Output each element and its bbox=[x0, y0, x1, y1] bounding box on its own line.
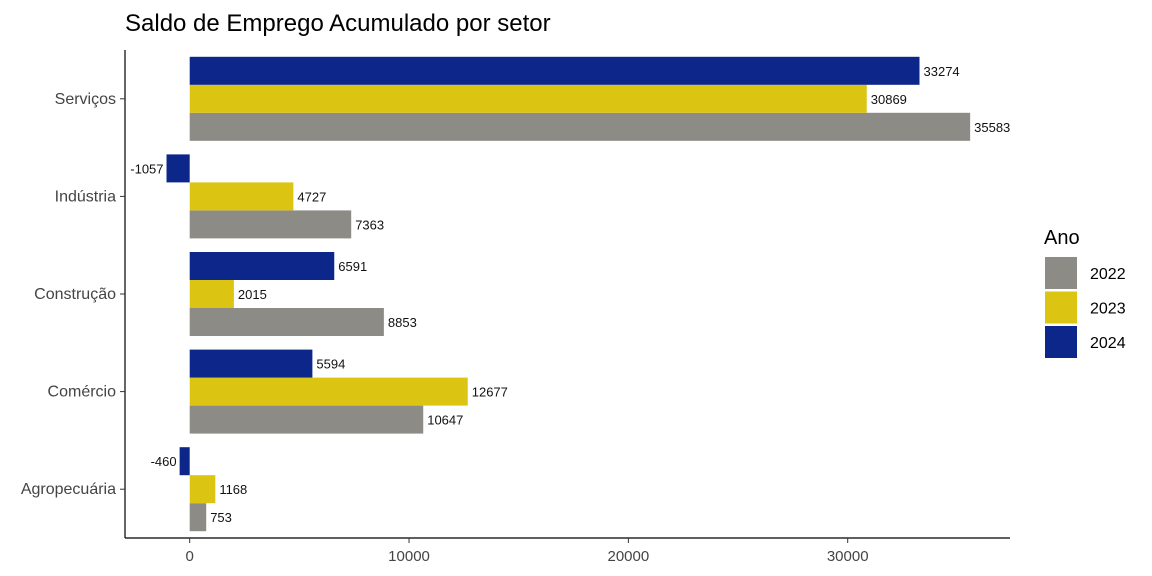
bar bbox=[189, 349, 313, 378]
legend-title: Ano bbox=[1044, 227, 1080, 249]
bar bbox=[189, 308, 384, 336]
x-tick-label: 0 bbox=[186, 548, 194, 565]
bars-layer: 35583 30869 33274 7363 4727 -1057 8853 2015 6591… bbox=[130, 56, 1010, 532]
bar bbox=[189, 475, 216, 504]
bar bbox=[166, 154, 190, 183]
x-tick-label: 30000 bbox=[827, 548, 869, 565]
bar-value-label: 7363 bbox=[355, 217, 384, 232]
bar bbox=[189, 182, 294, 211]
bar-value-label: 2015 bbox=[238, 287, 267, 302]
chart-title: Saldo de Emprego Acumulado por setor bbox=[125, 10, 551, 37]
bar bbox=[189, 405, 424, 434]
legend-swatch bbox=[1045, 326, 1077, 358]
x-tick-label: 20000 bbox=[608, 548, 650, 565]
bar-value-label: 10647 bbox=[427, 413, 463, 428]
bar bbox=[189, 84, 867, 113]
legend-item-label: 2022 bbox=[1090, 266, 1126, 283]
bar bbox=[189, 503, 207, 532]
bar-value-label: 4727 bbox=[297, 189, 326, 204]
bar-value-label: 753 bbox=[210, 510, 232, 525]
bar bbox=[189, 280, 234, 308]
bar bbox=[189, 210, 352, 239]
category-label: Comércio bbox=[48, 384, 117, 401]
bar-value-label: 6591 bbox=[338, 259, 367, 274]
bar-value-label: 35583 bbox=[974, 120, 1010, 135]
bar-value-label: 33274 bbox=[924, 64, 960, 79]
bar-value-label: 1168 bbox=[219, 482, 247, 497]
bar-value-label: 5594 bbox=[316, 357, 345, 372]
bar-value-label: -460 bbox=[151, 454, 177, 469]
bar bbox=[179, 447, 190, 476]
legend-item-label: 2023 bbox=[1090, 301, 1126, 318]
bar-value-label: 30869 bbox=[871, 92, 907, 107]
legend-swatch bbox=[1045, 291, 1077, 324]
bar-value-label: 12677 bbox=[472, 385, 508, 400]
category-label: Indústria bbox=[55, 188, 116, 205]
legend-item-label: 2024 bbox=[1090, 335, 1126, 352]
legend: Ano 2022 2023 2024 bbox=[1044, 227, 1126, 358]
legend-swatch bbox=[1045, 257, 1077, 289]
category-label: Construção bbox=[34, 286, 116, 303]
bar bbox=[189, 377, 468, 406]
category-label: Agropecuária bbox=[21, 481, 116, 498]
bar bbox=[189, 56, 920, 85]
bar bbox=[189, 112, 971, 141]
bar bbox=[189, 252, 335, 280]
bar-value-label: 8853 bbox=[388, 315, 417, 330]
bar-value-label: -1057 bbox=[130, 161, 163, 176]
axes-layer: Serviços Indústria Construção Comércio Agrop… bbox=[21, 50, 1010, 565]
category-label: Serviços bbox=[55, 91, 116, 108]
x-tick-label: 10000 bbox=[388, 548, 430, 565]
